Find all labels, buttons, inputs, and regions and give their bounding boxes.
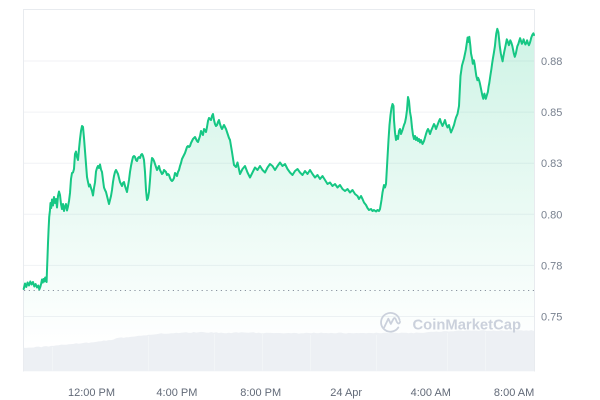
- svg-text:8:00 PM: 8:00 PM: [240, 387, 281, 399]
- svg-text:12:00 PM: 12:00 PM: [68, 387, 115, 399]
- svg-text:4:00 PM: 4:00 PM: [156, 387, 197, 399]
- svg-text:0.88: 0.88: [541, 56, 562, 68]
- svg-text:0.85: 0.85: [541, 107, 562, 119]
- svg-text:0.83: 0.83: [541, 158, 562, 170]
- svg-text:8:00 AM: 8:00 AM: [494, 387, 534, 399]
- svg-text:4:00 AM: 4:00 AM: [411, 387, 451, 399]
- svg-text:24 Apr: 24 Apr: [330, 387, 362, 399]
- svg-text:0.78: 0.78: [541, 260, 562, 272]
- svg-text:CoinMarketCap: CoinMarketCap: [413, 317, 522, 333]
- svg-text:0.80: 0.80: [541, 209, 562, 221]
- svg-text:0.75: 0.75: [541, 312, 562, 324]
